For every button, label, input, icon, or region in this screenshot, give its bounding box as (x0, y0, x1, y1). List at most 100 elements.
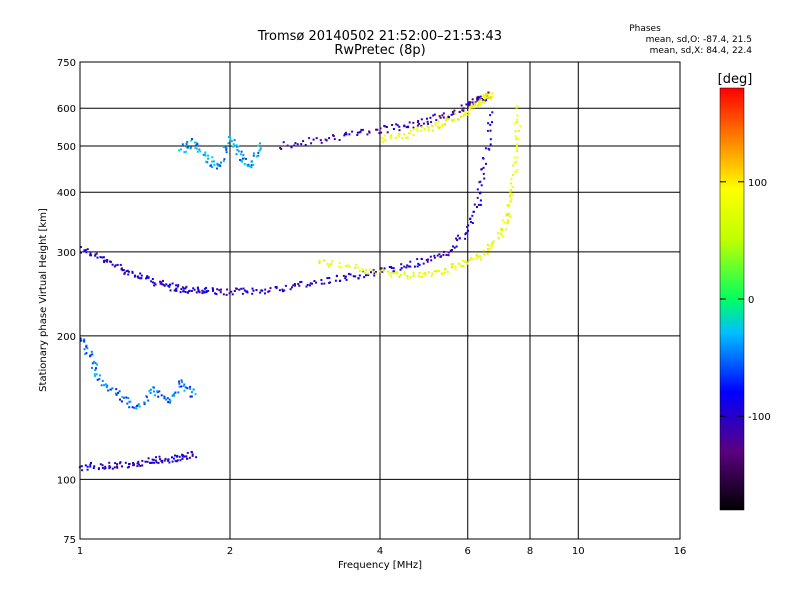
x-tick-label: 6 (465, 546, 471, 557)
data-point (328, 263, 331, 266)
data-point (372, 269, 375, 272)
data-point (466, 226, 469, 228)
data-point (501, 219, 504, 222)
data-point (176, 455, 178, 458)
data-point (349, 273, 352, 276)
data-point (510, 189, 513, 192)
data-point (293, 283, 296, 285)
data-point (452, 245, 454, 248)
data-point (247, 164, 250, 167)
data-point (333, 138, 336, 141)
data-point (516, 150, 519, 152)
data-point (311, 282, 313, 285)
data-point (135, 407, 138, 410)
data-point (443, 268, 446, 271)
data-point (392, 128, 395, 130)
data-point (409, 276, 412, 279)
data-point (196, 150, 199, 153)
data-point (478, 254, 481, 257)
data-point (188, 456, 191, 459)
data-point (515, 118, 518, 121)
data-point (509, 215, 512, 218)
data-point (115, 388, 118, 391)
data-point (93, 465, 96, 468)
data-point (489, 129, 492, 132)
data-point (225, 293, 228, 296)
data-point (124, 461, 127, 464)
data-point (101, 379, 104, 382)
data-point (196, 143, 199, 146)
data-point (117, 391, 120, 394)
data-point (485, 162, 487, 165)
data-point (480, 98, 483, 101)
data-point (183, 455, 186, 458)
data-point (214, 292, 216, 295)
data-point (380, 131, 383, 134)
data-point (175, 289, 178, 292)
data-point (455, 245, 458, 248)
data-point (468, 107, 471, 110)
data-point (359, 130, 362, 133)
data-point (458, 111, 461, 113)
data-point (412, 128, 415, 131)
data-point (179, 291, 182, 294)
data-point (471, 101, 474, 104)
data-point (116, 463, 119, 466)
data-point (275, 287, 278, 289)
data-point (426, 260, 429, 263)
data-point (380, 136, 383, 139)
data-point (361, 128, 364, 131)
data-point (417, 274, 420, 277)
data-point (412, 272, 415, 275)
data-point (128, 406, 131, 409)
data-point (401, 136, 404, 139)
data-point (368, 131, 371, 134)
data-point (222, 160, 225, 163)
data-point (382, 269, 385, 272)
data-point (516, 143, 519, 146)
data-point (185, 143, 188, 145)
data-point (147, 457, 150, 460)
data-point (92, 467, 95, 469)
data-point (154, 459, 157, 462)
data-point (442, 112, 445, 115)
data-point (217, 164, 220, 167)
data-point (451, 119, 453, 122)
data-point (481, 101, 484, 103)
data-point (169, 400, 172, 403)
stats-o-mode: mean, sd,O: -87.4, 21.5 (646, 35, 752, 45)
data-point (513, 122, 516, 125)
data-point (143, 403, 146, 406)
data-point (108, 465, 111, 468)
data-point (197, 287, 199, 289)
data-point (203, 287, 206, 290)
data-point (93, 374, 96, 377)
data-point (213, 163, 216, 166)
data-point (510, 198, 513, 201)
data-point (384, 139, 387, 142)
data-point (503, 221, 506, 224)
data-point (492, 240, 495, 243)
data-point (510, 178, 513, 181)
data-point (351, 130, 354, 133)
data-point (457, 118, 460, 121)
data-point (190, 290, 193, 292)
data-point (366, 133, 369, 136)
data-point (476, 196, 479, 199)
data-points (78, 91, 522, 472)
data-point (89, 252, 92, 255)
data-point (403, 124, 406, 127)
data-point (222, 146, 225, 148)
data-point (432, 114, 435, 117)
data-point (108, 467, 111, 470)
data-point (106, 260, 109, 263)
data-point (378, 132, 381, 135)
data-point (155, 461, 158, 464)
data-point (318, 262, 321, 265)
data-point (399, 274, 402, 277)
data-point (469, 101, 472, 104)
data-point (228, 292, 231, 295)
data-point (156, 390, 159, 393)
data-point (220, 288, 222, 291)
data-point (344, 133, 346, 136)
